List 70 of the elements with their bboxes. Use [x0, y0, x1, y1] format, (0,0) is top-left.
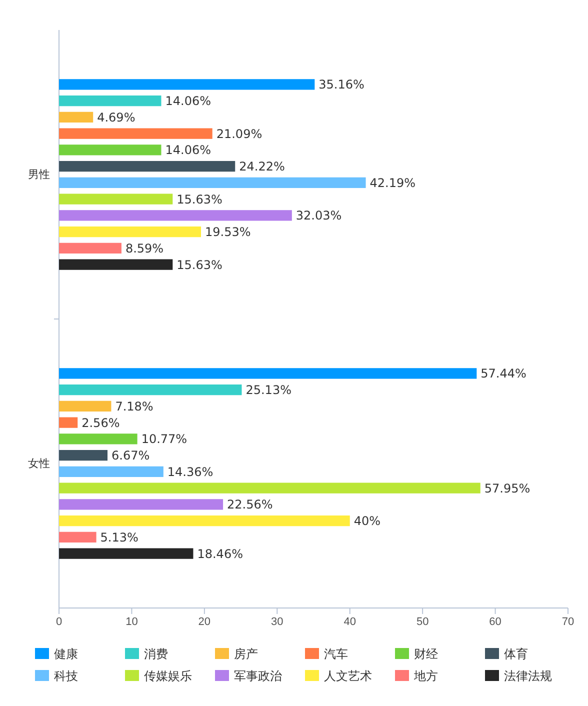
legend-label: 体育 — [504, 647, 528, 662]
bar — [59, 384, 242, 396]
bar — [59, 532, 96, 543]
bar — [59, 160, 236, 172]
bar — [59, 194, 173, 204]
data-label: 15.63% — [176, 192, 222, 206]
x-tick-label: 40 — [344, 616, 356, 628]
bar — [59, 400, 112, 412]
data-label: 42.19% — [370, 176, 416, 190]
legend-label: 传媒娱乐 — [144, 669, 192, 684]
data-label: 5.13% — [100, 530, 138, 544]
bar — [59, 466, 164, 478]
data-label: 57.95% — [484, 481, 530, 496]
bar — [59, 79, 315, 90]
data-label: 21.09% — [216, 126, 262, 141]
data-label: 15.63% — [176, 258, 222, 272]
bar — [59, 210, 292, 221]
bar — [59, 499, 224, 510]
bar — [59, 482, 480, 494]
legend-label: 房产 — [234, 647, 258, 662]
data-label: 4.69% — [97, 110, 136, 124]
legend-label: 财经 — [414, 647, 438, 662]
x-tick-label: 50 — [416, 616, 429, 628]
data-label: 19.53% — [205, 225, 251, 240]
bar — [59, 368, 477, 379]
bar — [59, 226, 202, 238]
y-tick-label: 男性 — [28, 169, 50, 182]
bar — [59, 95, 162, 106]
bar — [59, 144, 162, 156]
data-label: 14.06% — [165, 143, 211, 158]
data-label: 14.36% — [167, 464, 214, 479]
legend-label: 汽车 — [324, 647, 348, 662]
data-label: 22.56% — [227, 498, 273, 512]
y-tick-label: 女性 — [28, 458, 50, 470]
data-label: 25.13% — [246, 383, 292, 398]
x-tick-label: 30 — [271, 616, 284, 628]
bar — [59, 242, 122, 254]
legend-label: 健康 — [54, 647, 78, 662]
data-label: 24.22% — [239, 160, 285, 174]
data-label: 35.16% — [318, 78, 364, 92]
legend-label: 消费 — [144, 647, 168, 662]
bar — [59, 259, 173, 270]
x-tick-label: 60 — [489, 616, 502, 628]
data-label: 18.46% — [197, 546, 243, 561]
data-label: 6.67% — [112, 448, 150, 463]
data-label: 7.18% — [115, 399, 154, 414]
bar — [59, 417, 78, 428]
data-label: 10.77% — [141, 432, 188, 446]
data-label: 2.56% — [82, 416, 120, 430]
legend-label: 法律法规 — [504, 669, 552, 684]
x-tick-label: 20 — [198, 616, 211, 628]
x-tick-label: 70 — [562, 616, 574, 628]
data-label: 14.06% — [165, 94, 211, 108]
x-tick-label: 10 — [126, 616, 138, 628]
legend-label: 军事政治 — [234, 669, 282, 684]
data-label: 40% — [354, 514, 381, 528]
data-label: 8.59% — [125, 241, 164, 256]
bar — [59, 434, 138, 444]
legend-label: 地方 — [413, 669, 438, 684]
x-tick-label: 0 — [56, 616, 62, 628]
bar — [59, 515, 350, 526]
bar — [59, 548, 194, 559]
data-label: 32.03% — [296, 208, 342, 223]
bar — [59, 177, 366, 188]
bar — [59, 128, 212, 139]
legend-label: 科技 — [54, 669, 78, 684]
bar — [59, 450, 108, 461]
legend-label: 人文艺术 — [324, 669, 372, 684]
data-label: 57.44% — [480, 366, 526, 381]
bar — [59, 112, 94, 123]
